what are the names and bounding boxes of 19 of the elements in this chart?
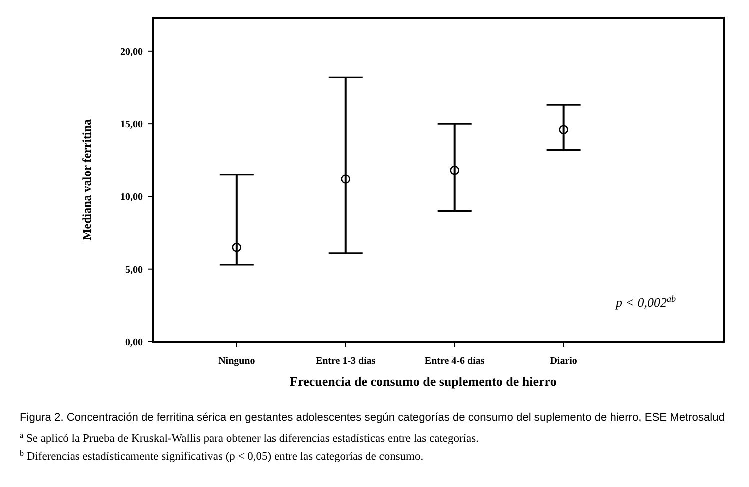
x-tick-label: Entre 1-3 días [316,356,376,367]
y-tick-label: 10,00 [120,192,143,204]
annotation: p < 0,002$^{ab}$ [614,294,677,310]
x-axis-title: Frecuencia de consumo de suplemento de hierro [290,374,557,389]
y-tick-label: 20,00 [120,46,143,58]
x-tick-label: Entre 4-6 días [424,356,485,367]
y-tick-label: 5,00 [126,264,143,276]
text: Figura 2. Concentración de ferritina sérica en gestantes adolescentes según categorías de consumo del suplemento de hierro, ESE Metrosalud [20,412,731,424]
point [232,242,242,252]
x-tick-label: Diario [550,356,578,367]
text: $^{b}$ Diferencias estadísticamente significativas (p < 0,05) entre las categorías de consumo. [20,448,424,463]
y-tick-label: 15,00 [120,120,143,131]
point [559,125,568,135]
y-tick-label: 0,00 [126,338,143,348]
point [341,174,351,184]
text: $^{a}$ Se aplicó la Prueba de Kruskal-Wallis para obtener las diferencias estadísticas entre las categorías. [20,430,480,445]
point [450,166,460,176]
y-axis-title: Mediana valor ferritina [80,119,94,241]
x-tick-label: Ninguno [218,356,256,367]
